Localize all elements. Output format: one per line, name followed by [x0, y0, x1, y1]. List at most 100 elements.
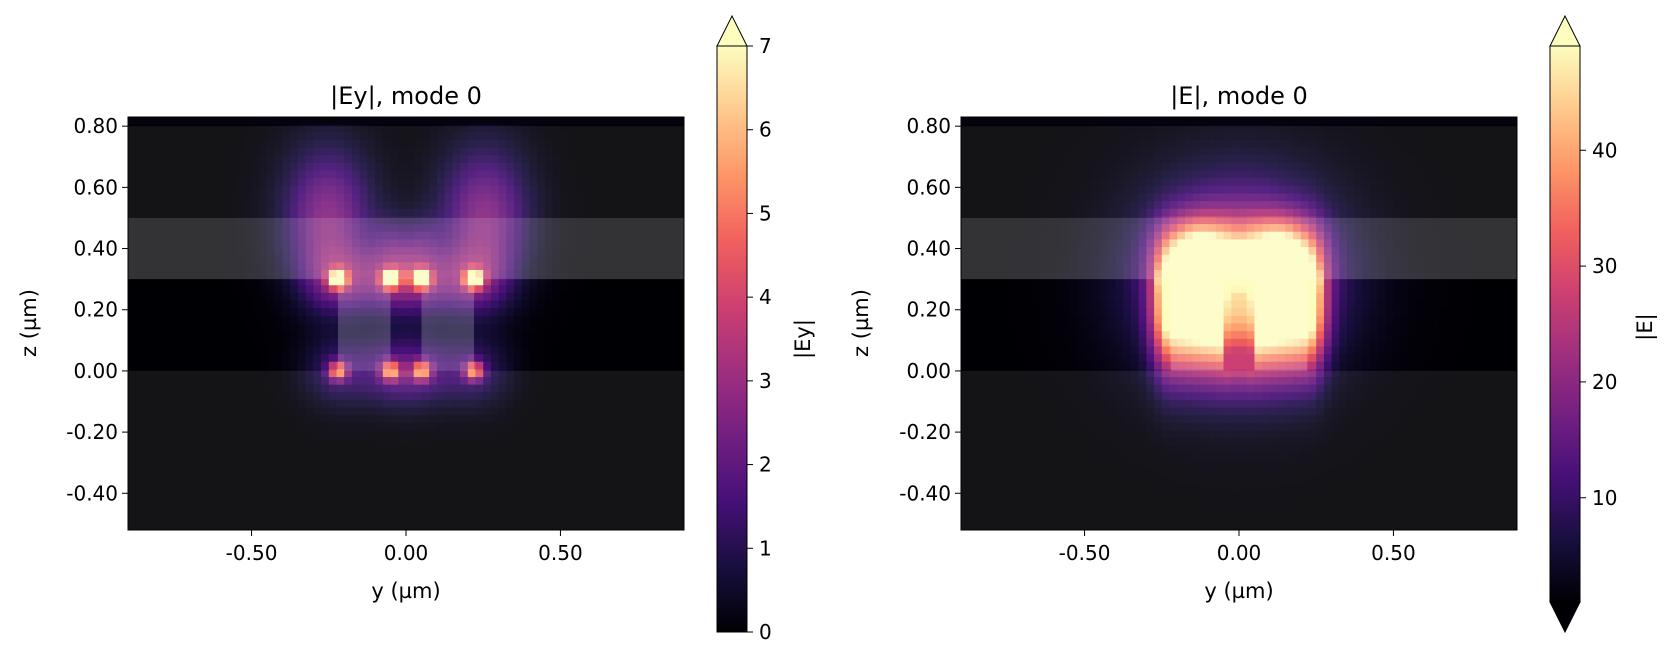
- heatmap-cell: [367, 331, 376, 340]
- heatmap-cell: [1038, 162, 1047, 172]
- heatmap-cell: [676, 254, 684, 263]
- heatmap-cell: [1138, 117, 1147, 126]
- heatmap-cell: [521, 155, 531, 164]
- heatmap-cell: [313, 323, 322, 332]
- heatmap-cell: [629, 407, 639, 416]
- heatmap-cell: [1092, 208, 1101, 218]
- heatmap-cell: [390, 369, 399, 378]
- heatmap-cell: [267, 491, 276, 501]
- heatmap-cell: [514, 331, 523, 340]
- heatmap-cell: [1030, 216, 1039, 225]
- heatmap-cell: [637, 331, 646, 340]
- heatmap-cell: [328, 369, 338, 378]
- heatmap-cell: [552, 346, 562, 355]
- heatmap-cell: [1385, 170, 1395, 179]
- heatmap-cell: [313, 522, 322, 530]
- heatmap-cell: [1293, 162, 1302, 172]
- heatmap-cell: [328, 331, 338, 340]
- heatmap-cell: [545, 178, 554, 187]
- heatmap-cell: [1038, 208, 1047, 218]
- heatmap-cell: [243, 453, 253, 462]
- heatmap-cell: [236, 491, 245, 501]
- heatmap-cell: [1362, 216, 1371, 225]
- heatmap-cell: [297, 476, 307, 485]
- heatmap-cell: [645, 399, 654, 409]
- heatmap-cell: [336, 178, 345, 187]
- heatmap-cell: [968, 224, 978, 233]
- heatmap-cell: [243, 262, 253, 271]
- heatmap-cell: [1146, 185, 1155, 195]
- heatmap-cell: [614, 315, 623, 325]
- heatmap-cell: [367, 323, 376, 332]
- heatmap-cell: [313, 292, 322, 302]
- heatmap-cell: [637, 354, 646, 363]
- heatmap-cell: [166, 117, 175, 126]
- heatmap-cell: [390, 308, 399, 317]
- heatmap-cell: [660, 139, 670, 149]
- heatmap-cell: [182, 361, 191, 370]
- heatmap-cell: [382, 224, 392, 233]
- heatmap-cell: [1045, 193, 1055, 202]
- heatmap-cell: [1223, 216, 1232, 225]
- heatmap-cell: [236, 201, 245, 210]
- heatmap-cell: [583, 239, 592, 248]
- heatmap-cell: [367, 384, 376, 393]
- heatmap-cell: [537, 507, 546, 516]
- heatmap-cell: [1069, 224, 1078, 233]
- heatmap-cell: [182, 507, 191, 516]
- heatmap-cell: [552, 193, 562, 202]
- heatmap-cell: [259, 300, 268, 309]
- heatmap-cell: [375, 162, 384, 172]
- heatmap-cell: [158, 346, 168, 355]
- heatmap-cell: [460, 438, 469, 447]
- heatmap-cell: [1007, 124, 1016, 133]
- heatmap-cell: [676, 147, 684, 156]
- heatmap-cell: [1347, 216, 1356, 225]
- heatmap-cell: [483, 392, 492, 401]
- heatmap-cell: [135, 407, 145, 416]
- heatmap-cell: [351, 147, 361, 156]
- heatmap-cell: [545, 185, 554, 195]
- heatmap-cell: [483, 285, 492, 294]
- heatmap-cell: [267, 438, 276, 447]
- heatmap-cell: [151, 338, 160, 348]
- heatmap-cell: [1045, 224, 1055, 233]
- heatmap-cell: [212, 476, 222, 485]
- heatmap-cell: [506, 422, 515, 432]
- heatmap-cell: [483, 292, 492, 302]
- heatmap-cell: [1432, 155, 1441, 164]
- heatmap-cell: [645, 392, 654, 401]
- heatmap-cell: [1316, 162, 1325, 172]
- heatmap-cell: [961, 193, 970, 202]
- heatmap-cell: [1223, 117, 1232, 126]
- x-tick-label: -0.50: [226, 541, 278, 565]
- heatmap-cell: [328, 354, 338, 363]
- heatmap-cell: [653, 484, 662, 493]
- heatmap-cell: [151, 216, 160, 225]
- heatmap-cell: [467, 499, 477, 508]
- heatmap-cell: [1100, 193, 1109, 202]
- heatmap-cell: [421, 254, 430, 263]
- heatmap-cell: [521, 201, 531, 210]
- heatmap-cell: [321, 162, 330, 172]
- heatmap-cell: [629, 323, 639, 332]
- heatmap-cell: [243, 277, 253, 286]
- heatmap-cell: [529, 438, 538, 447]
- heatmap-cell: [575, 361, 585, 370]
- heatmap-cell: [390, 124, 399, 133]
- heatmap-cell: [653, 178, 662, 187]
- heatmap-cell: [143, 178, 152, 187]
- heatmap-cell: [321, 384, 330, 393]
- heatmap-cell: [336, 254, 345, 263]
- heatmap-cell: [552, 369, 562, 378]
- heatmap-cell: [243, 499, 253, 508]
- heatmap-cell: [251, 132, 260, 141]
- heatmap-cell: [521, 461, 531, 470]
- heatmap-cell: [444, 269, 453, 279]
- heatmap-cell: [591, 461, 600, 470]
- heatmap-cell: [614, 461, 623, 470]
- heatmap-cell: [351, 300, 361, 309]
- heatmap-cell: [490, 430, 500, 439]
- heatmap-cell: [568, 468, 577, 478]
- heatmap-cell: [653, 445, 662, 455]
